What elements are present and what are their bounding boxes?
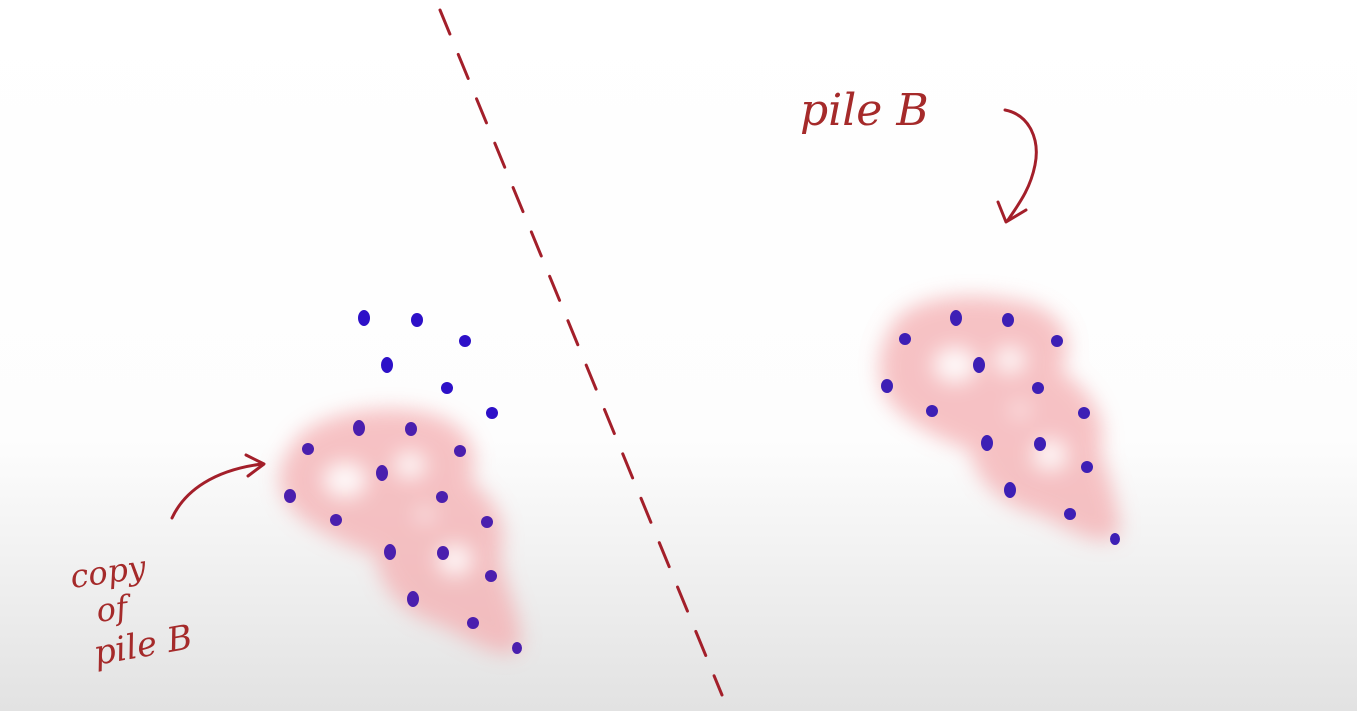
dot (1081, 461, 1093, 473)
dot (481, 516, 493, 528)
dot (1064, 508, 1076, 520)
dot (381, 357, 393, 373)
dot (981, 435, 993, 451)
dot (926, 405, 938, 417)
dot (899, 333, 911, 345)
dot (512, 642, 522, 654)
dot (437, 546, 449, 560)
dot (302, 443, 314, 455)
dot (405, 422, 417, 436)
dot (1078, 407, 1090, 419)
dot (881, 379, 893, 393)
dot (973, 357, 985, 373)
dot (1051, 335, 1063, 347)
dot (485, 570, 497, 582)
dot (407, 591, 419, 607)
dot (436, 491, 448, 503)
dot (284, 489, 296, 503)
dot (486, 407, 498, 419)
dot (358, 310, 370, 326)
dot (454, 445, 466, 457)
dot (459, 335, 471, 347)
dot (467, 617, 479, 629)
curved-arrow-down-icon (996, 108, 1038, 224)
dot (1034, 437, 1046, 451)
dot (1004, 482, 1016, 498)
dot (376, 465, 388, 481)
dot (441, 382, 453, 394)
dot (384, 544, 396, 560)
dot (411, 313, 423, 327)
pile-b-label: pile B (800, 85, 929, 136)
dashed-separator-line (438, 8, 724, 697)
loose-dots (358, 310, 498, 419)
dot (330, 514, 342, 526)
dot (353, 420, 365, 436)
curved-arrow-right-icon (170, 453, 266, 520)
dot (950, 310, 962, 326)
pile-b-dots (881, 310, 1120, 545)
copy-dots (284, 420, 522, 654)
dot (1002, 313, 1014, 327)
dot (1032, 382, 1044, 394)
dot (1110, 533, 1120, 545)
